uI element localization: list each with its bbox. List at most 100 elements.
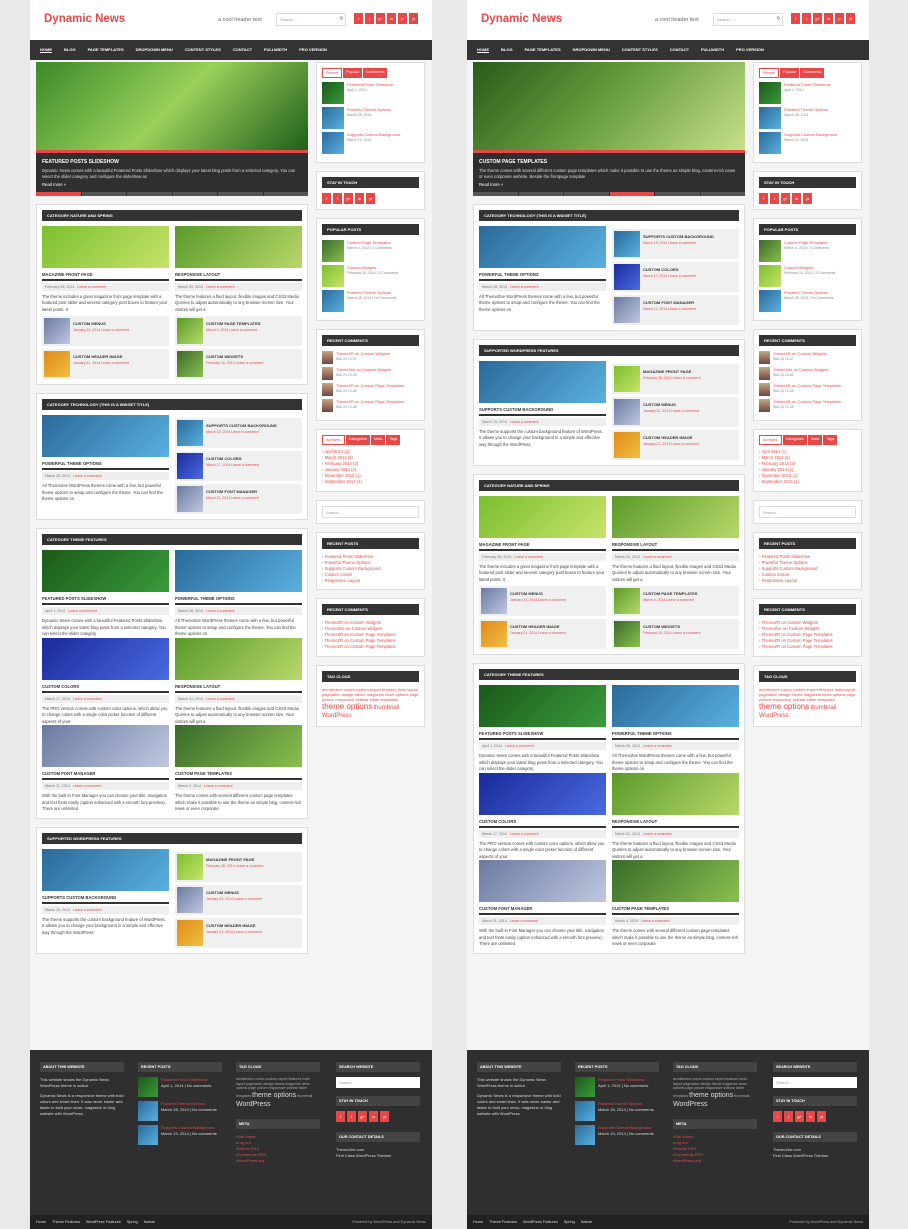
post-link[interactable]: Powerful Theme Options [759, 560, 856, 566]
nav-pro-version[interactable]: PRO VERSION [299, 47, 327, 52]
tab-comments[interactable]: Comments [800, 68, 825, 78]
nav-pro-version[interactable]: PRO VERSION [736, 47, 764, 52]
list-item[interactable]: Supports Custom Background March 19, 2014… [138, 1125, 222, 1145]
list-item[interactable]: Featured Posts Slideshow April 1, 2014 | … [138, 1077, 222, 1097]
site-logo[interactable]: Dynamic News [44, 13, 126, 25]
post-thumbnail[interactable] [479, 360, 606, 403]
post-thumbnail[interactable] [175, 725, 302, 768]
post-link[interactable]: Featured Posts Slideshow [759, 554, 856, 560]
youtube-icon[interactable]: yt [803, 193, 812, 204]
post-thumbnail[interactable] [479, 860, 606, 903]
small-post[interactable]: CUSTOM HEADER IMAGE January 21, 2014 Leav… [479, 619, 606, 650]
post-thumbnail[interactable] [175, 550, 302, 593]
post-link[interactable]: Featured Posts Slideshow [322, 554, 419, 560]
post-title[interactable]: POWERFUL THEME OPTIONS [175, 596, 302, 606]
tab-categories[interactable]: Categories [782, 435, 807, 445]
facebook-icon[interactable]: f [336, 1111, 345, 1122]
small-post[interactable]: CUSTOM HEADER IMAGE January 21, 2014 Leav… [612, 429, 739, 460]
youtube-icon[interactable]: yt [380, 1111, 389, 1122]
post-title[interactable]: POWERFUL THEME OPTIONS [612, 731, 739, 741]
tab-archives[interactable]: Archives [759, 435, 782, 445]
post-title[interactable]: CUSTOM COLORS [479, 819, 606, 828]
post-thumbnail[interactable] [479, 685, 606, 728]
linkedin-icon[interactable]: in [387, 13, 396, 24]
post-thumbnail[interactable] [479, 772, 606, 815]
site-logo[interactable]: Dynamic News [481, 13, 563, 25]
list-item[interactable]: ThemeZR on Custom Page Templates Mar 24 1… [322, 383, 419, 396]
list-item[interactable]: ThemeZR on Custom Widgets Mar 24 13:47 [759, 351, 856, 364]
small-post[interactable]: CUSTOM HEADER IMAGE January 21, 2014 Leav… [42, 349, 169, 380]
googleplus-icon[interactable]: g+ [344, 193, 353, 204]
footer-search-input[interactable]: Search ... [773, 1077, 857, 1088]
post-title[interactable]: FEATURED POSTS SLIDESHOW [42, 596, 169, 606]
facebook-icon[interactable]: f [791, 13, 800, 24]
list-item[interactable]: Powerful Theme Options March 28, 2014 | N… [322, 290, 419, 312]
post-link[interactable]: Custom Colors [759, 572, 856, 578]
nav-contact[interactable]: CONTACT [669, 47, 690, 52]
comment-link[interactable]: ThemeZee on Custom Widgets [322, 626, 419, 632]
list-item[interactable]: Supports Custom Background March 19, 2014 [759, 132, 856, 154]
twitter-icon[interactable]: t [333, 193, 342, 204]
archive-link[interactable]: November 2013 (1) [759, 473, 856, 479]
slider-read-more[interactable]: Read more » [42, 181, 67, 187]
list-item[interactable]: ThemeZee on Custom Widgets Mar 24 13:48 [322, 367, 419, 380]
post-link[interactable]: Supports Custom Background [759, 566, 856, 572]
list-item[interactable]: Featured Posts Slideshow April 1, 2014 [322, 82, 419, 104]
post-title[interactable]: SUPPORTS CUSTOM BACKGROUND [42, 895, 169, 904]
facebook-icon[interactable]: f [773, 1111, 782, 1122]
googleplus-icon[interactable]: g+ [795, 1111, 804, 1122]
youtube-icon[interactable]: yt [409, 13, 418, 24]
slider-image[interactable] [36, 62, 308, 150]
small-post[interactable]: CUSTOM PAGE TEMPLATES March 4, 2014 Leave… [175, 316, 302, 347]
search-icon[interactable]: ⚲ [339, 16, 343, 22]
twitter-icon[interactable]: t [365, 13, 374, 24]
tab-popular[interactable]: Popular [343, 68, 363, 78]
slider-title[interactable]: FEATURED POSTS SLIDESHOW [42, 159, 119, 165]
archive-link[interactable]: April 2014 (1) [759, 449, 856, 455]
post-thumbnail[interactable] [42, 415, 169, 458]
slider-pagination[interactable] [473, 191, 745, 196]
post-thumbnail[interactable] [42, 725, 169, 768]
archive-link[interactable]: September 2013 (1) [322, 479, 419, 485]
small-post[interactable]: CUSTOM MENUS January 22, 2014 Leave a com… [175, 884, 302, 915]
small-post[interactable]: CUSTOM PAGE TEMPLATES March 4, 2014 Leave… [612, 586, 739, 617]
tab-recent[interactable]: Recent [759, 68, 780, 78]
small-post[interactable]: SUPPORTS CUSTOM BACKGROUND March 19, 2014… [175, 418, 302, 449]
post-thumbnail[interactable] [42, 637, 169, 680]
search-icon[interactable]: ⚲ [776, 16, 780, 22]
list-item[interactable]: Custom Page Templates March 4, 2014 | 3 C… [322, 240, 419, 262]
post-link[interactable]: Responsive Layout [759, 578, 856, 584]
archive-link[interactable]: February 2014 (3) [759, 461, 856, 467]
footer-search-input[interactable]: Search ... [336, 1077, 420, 1088]
archive-link[interactable]: January 2014 (2) [322, 467, 419, 473]
archive-link[interactable]: April 2014 (1) [322, 449, 419, 455]
small-post[interactable]: CUSTOM FONT MANAGER March 11, 2014 Leave … [175, 484, 302, 515]
nav-home[interactable]: HOME [477, 47, 489, 52]
googleplus-icon[interactable]: g+ [358, 1111, 367, 1122]
facebook-icon[interactable]: f [354, 13, 363, 24]
twitter-icon[interactable]: t [784, 1111, 793, 1122]
post-title[interactable]: CUSTOM FONT MANAGER [42, 771, 169, 781]
small-post[interactable]: SUPPORTS CUSTOM BACKGROUND March 19, 2014… [612, 228, 739, 259]
nav-page-templates[interactable]: PAGE TEMPLATES [524, 47, 561, 52]
small-post[interactable]: CUSTOM MENUS January 22, 2014 Leave a com… [612, 396, 739, 427]
sidebar-search-input[interactable]: Search ... [322, 505, 419, 518]
list-item[interactable]: ThemeZR on Custom Page Templates Mar 24 1… [759, 383, 856, 396]
list-item[interactable]: Featured Posts Slideshow April 1, 2014 | … [575, 1077, 659, 1097]
twitter-icon[interactable]: t [347, 1111, 356, 1122]
comment-link[interactable]: ThemeZR on Custom Page Templates [322, 632, 419, 638]
comment-link[interactable]: ThemeZR on Custom Page Templates [322, 644, 419, 650]
list-item[interactable]: Powerful Theme Options March 28, 2014 | N… [138, 1101, 222, 1121]
archive-link[interactable]: November 2013 (1) [322, 473, 419, 479]
post-thumbnail[interactable] [42, 225, 169, 268]
facebook-icon[interactable]: f [759, 193, 768, 204]
post-title[interactable]: MAGAZINE FRONT PAGE [479, 542, 606, 551]
tab-archives[interactable]: Archives [322, 435, 345, 445]
tab-comments[interactable]: Comments [363, 68, 388, 78]
tab-recent[interactable]: Recent [322, 68, 343, 78]
post-link[interactable]: Powerful Theme Options [322, 560, 419, 566]
nav-blog[interactable]: BLOG [501, 47, 513, 52]
tag-cloud[interactable]: architecture colors custom expert featur… [759, 686, 856, 719]
list-item[interactable]: Custom Page Templates March 4, 2014 | 3 C… [759, 240, 856, 262]
list-item[interactable]: Supports Custom Background March 19, 2014 [322, 132, 419, 154]
